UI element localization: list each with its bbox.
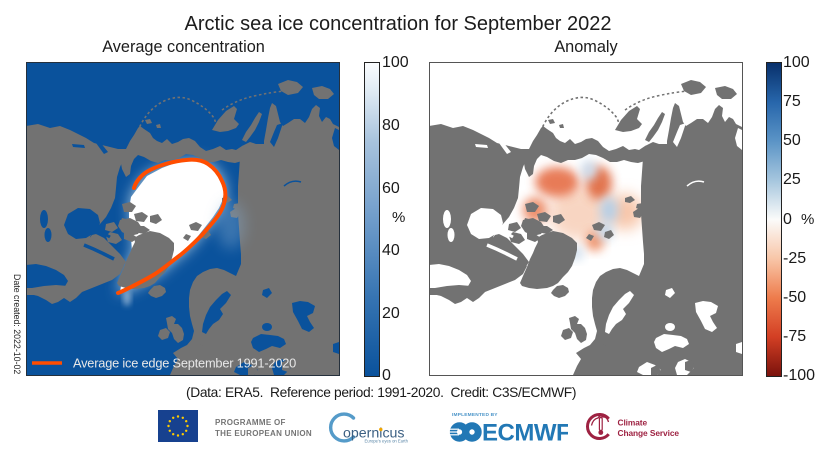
svg-text:Climate: Climate [618,418,648,428]
svg-text:Change Service: Change Service [618,428,680,438]
svg-text:opernicus: opernicus [343,426,405,442]
svg-text:ECMWF: ECMWF [482,420,568,445]
svg-text:Europe's eyes on Earth: Europe's eyes on Earth [365,439,409,444]
svg-text:Average ice edge September 199: Average ice edge September 1991-2020 [73,356,296,371]
